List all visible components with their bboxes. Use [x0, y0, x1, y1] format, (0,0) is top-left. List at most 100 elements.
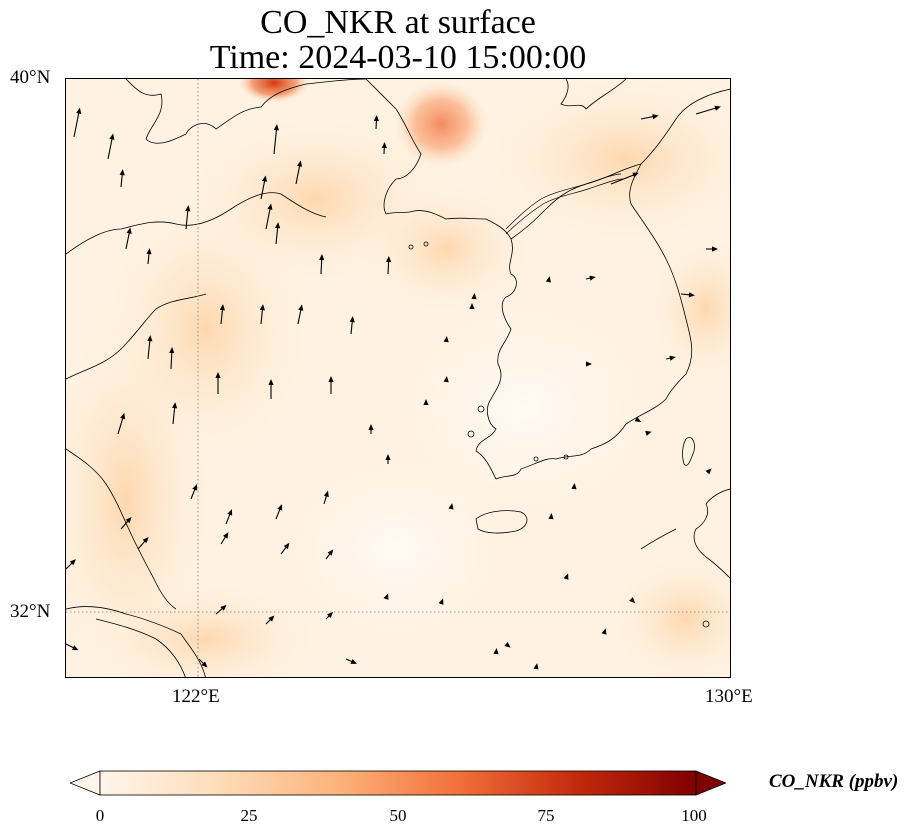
wind-vector-head [267, 203, 273, 210]
colorbar-tick-25: 25 [240, 806, 258, 825]
wind-vector-head [326, 611, 334, 619]
map-title: CO_NKR at surface [260, 4, 536, 41]
wind-vector-head [469, 303, 475, 309]
wind-vector-head [548, 513, 554, 520]
wind-vector-shaft [265, 206, 272, 230]
wind-vector-shaft [295, 163, 301, 185]
wind-vector-head [283, 542, 290, 550]
wind-vector-head [533, 663, 539, 670]
wind-vector-shaft [185, 208, 189, 230]
wind-vector-head [471, 293, 477, 300]
wind-vector-head [448, 503, 454, 510]
map-canvas [66, 79, 730, 677]
wind-vector-head [571, 483, 577, 490]
wind-vector-head [328, 376, 334, 382]
wind-vector-head [215, 372, 221, 378]
colorbar-label: CO_NKR (ppbv) [769, 771, 899, 792]
wind-vector-head [71, 645, 79, 651]
wind-vector-head [126, 227, 132, 234]
wind-vector-head [629, 597, 636, 604]
wind-vectors [66, 105, 721, 670]
wind-vector-head [219, 304, 225, 311]
gridlines [66, 79, 730, 677]
wind-vector-head [319, 254, 325, 261]
wind-vector-head [223, 532, 229, 539]
wind-vector-head [349, 316, 355, 323]
wind-vector-head [493, 648, 499, 655]
wind-vector-shaft [695, 106, 719, 115]
colorbar-min-extend [70, 770, 101, 796]
wind-vector-shaft [73, 110, 80, 138]
map-panel [65, 78, 731, 678]
wind-vector-head [142, 536, 149, 544]
wind-vector-head [545, 276, 551, 283]
wind-vector-head [386, 256, 392, 263]
wind-vector-shaft [107, 136, 114, 160]
colorbar-tick-100: 100 [681, 806, 707, 825]
wind-vector-head [172, 402, 178, 409]
wind-vector-shaft [172, 405, 176, 425]
lat-label-40n: 40°N [10, 67, 51, 88]
wind-vector-head [169, 347, 175, 354]
map-subtitle-time: Time: 2024-03-10 15:00:00 [209, 39, 587, 76]
wind-vector-head [259, 304, 265, 311]
lat-label-32n: 32°N [10, 601, 51, 622]
wind-vector-head [296, 160, 303, 167]
wind-vector-head [201, 661, 208, 668]
wind-vector-head [443, 376, 449, 383]
wind-vector-head [147, 335, 153, 342]
wind-vector-head [268, 615, 275, 622]
wind-vector-shaft [147, 338, 151, 360]
wind-vector-head [298, 304, 304, 311]
wind-vector-head [327, 549, 334, 556]
lon-label-122e: 122°E [172, 686, 220, 707]
wind-vector-shaft [117, 415, 124, 435]
wind-vector-head [69, 559, 76, 566]
wind-vector-head [268, 379, 274, 385]
wind-vector-shaft [125, 230, 131, 250]
wind-vector-head [273, 124, 279, 131]
wind-vector-head [586, 361, 592, 367]
wind-vector-head [589, 275, 596, 281]
wind-vector-head [350, 659, 357, 664]
colorbar-tick-75: 75 [537, 806, 555, 825]
wind-vector-head [76, 107, 82, 114]
wind-vector-head [275, 222, 281, 229]
colorbar-tick-50: 50 [389, 806, 407, 825]
wind-vector-shaft [275, 225, 279, 245]
wind-vector-head [185, 205, 191, 212]
wind-vector-head [119, 169, 125, 176]
wind-vector-head [227, 509, 233, 516]
colorbar [70, 770, 726, 796]
wind-vector-head [652, 114, 659, 120]
wind-vector-head [669, 355, 676, 361]
wind-vector-head [383, 593, 389, 600]
wind-vector-head [192, 484, 198, 491]
lon-label-130e: 130°E [705, 686, 753, 707]
wind-vector-shaft [610, 173, 637, 185]
wind-vector-head [714, 105, 721, 111]
concentration-field [66, 79, 730, 677]
wind-vector-head [385, 454, 391, 460]
wind-vector-head [688, 292, 695, 298]
wind-vector-head [261, 175, 268, 182]
wind-vector-head [220, 604, 227, 611]
wind-vector-head [632, 172, 639, 178]
wind-vector-head [323, 490, 329, 498]
colorbar-tick-0: 0 [95, 806, 105, 825]
wind-vector-head [368, 424, 374, 430]
wind-vector-shaft [170, 349, 173, 370]
wind-vector-head [712, 246, 718, 252]
wind-vector-head [504, 641, 511, 648]
wind-vector-head [423, 399, 429, 405]
coastlines [66, 79, 730, 677]
colorbar-gradient [99, 770, 697, 796]
wind-vector-shaft [273, 127, 278, 155]
wind-vector-head [146, 248, 152, 255]
wind-vector-head [601, 628, 607, 635]
wind-vector-head [563, 573, 569, 580]
wind-vector-head [125, 516, 132, 524]
wind-vector-head [634, 416, 642, 423]
wind-vector-head [381, 142, 387, 149]
wind-vector-head [645, 430, 652, 436]
